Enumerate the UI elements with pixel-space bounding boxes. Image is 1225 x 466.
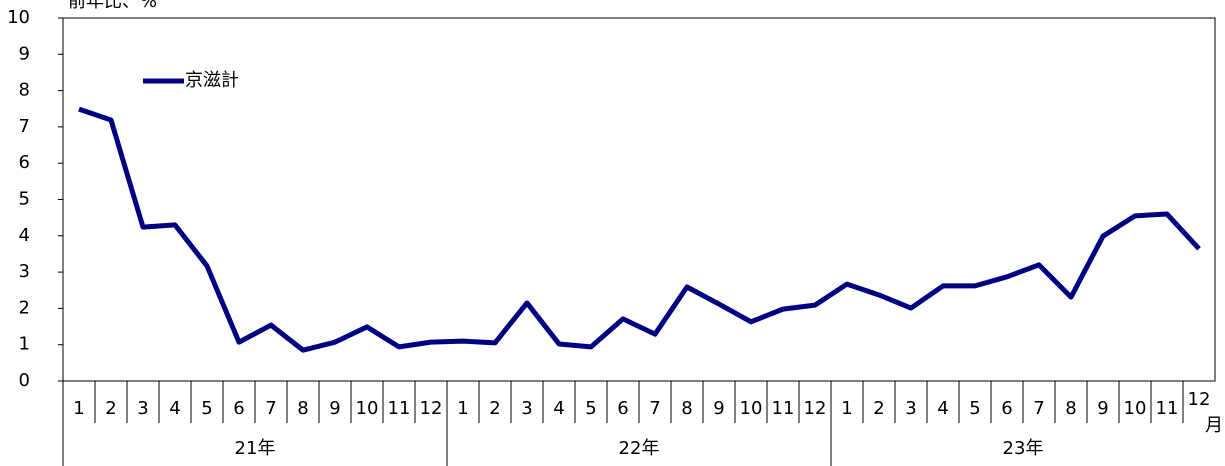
x-tick-label: 1 — [457, 398, 468, 419]
x-tick-label: 10 — [740, 398, 763, 419]
x-tick-label: 2 — [105, 398, 116, 419]
x-tick-label: 8 — [681, 398, 692, 419]
x-tick-label: 6 — [233, 398, 244, 419]
x-tick-label: 4 — [553, 398, 564, 419]
y-axis-title: 前年比、% — [68, 0, 157, 12]
x-tick-label: 12 — [1188, 389, 1211, 410]
group-label: 22年 — [619, 438, 660, 459]
x-tick-label: 3 — [905, 398, 916, 419]
x-tick-label: 11 — [388, 398, 411, 419]
x-tick-label: 7 — [649, 398, 660, 419]
x-tick-label: 5 — [969, 398, 980, 419]
x-tick-label: 3 — [137, 398, 148, 419]
x-tick-label: 3 — [521, 398, 532, 419]
x-tick-label: 7 — [1033, 398, 1044, 419]
group-label: 21年 — [235, 438, 276, 459]
y-tick-label: 0 — [19, 370, 30, 391]
x-tick-label: 5 — [585, 398, 596, 419]
x-tick-label: 6 — [617, 398, 628, 419]
x-tick-label: 11 — [1156, 398, 1179, 419]
y-tick-label: 6 — [19, 152, 30, 173]
x-tick-label: 1 — [841, 398, 852, 419]
x-tick-label: 8 — [1065, 398, 1076, 419]
x-unit: 月 — [1205, 415, 1223, 436]
x-tick-label: 12 — [804, 398, 827, 419]
x-tick-label: 9 — [1097, 398, 1108, 419]
x-tick-label: 8 — [297, 398, 308, 419]
legend-label: 京滋計 — [185, 70, 239, 91]
x-tick-label: 10 — [356, 398, 379, 419]
x-tick-label: 11 — [772, 398, 795, 419]
y-tick-label: 3 — [19, 261, 30, 282]
line — [78, 106, 1201, 353]
x-tick-label: 1 — [73, 398, 84, 419]
x-tick-label: 5 — [201, 398, 212, 419]
y-tick-label: 5 — [19, 189, 30, 210]
x-tick-label: 2 — [873, 398, 884, 419]
y-tick-label: 4 — [19, 225, 30, 246]
x-tick-label: 6 — [1001, 398, 1012, 419]
x-tick-label: 4 — [937, 398, 948, 419]
y-tick-label: 9 — [19, 43, 30, 64]
x-tick-label: 9 — [713, 398, 724, 419]
y-tick-label: 1 — [19, 334, 30, 355]
x-tick-label: 12 — [420, 398, 443, 419]
x-tick-label: 7 — [265, 398, 276, 419]
x-tick-label: 9 — [329, 398, 340, 419]
group-label: 23年 — [1003, 438, 1044, 459]
x-tick-label: 10 — [1124, 398, 1147, 419]
y-tick-label: 10 — [7, 7, 30, 28]
y-tick-label: 2 — [19, 297, 30, 318]
x-tick-label: 2 — [489, 398, 500, 419]
x-tick-label: 4 — [169, 398, 180, 419]
y-tick-label: 8 — [19, 80, 30, 101]
y-tick-label: 7 — [19, 116, 30, 137]
